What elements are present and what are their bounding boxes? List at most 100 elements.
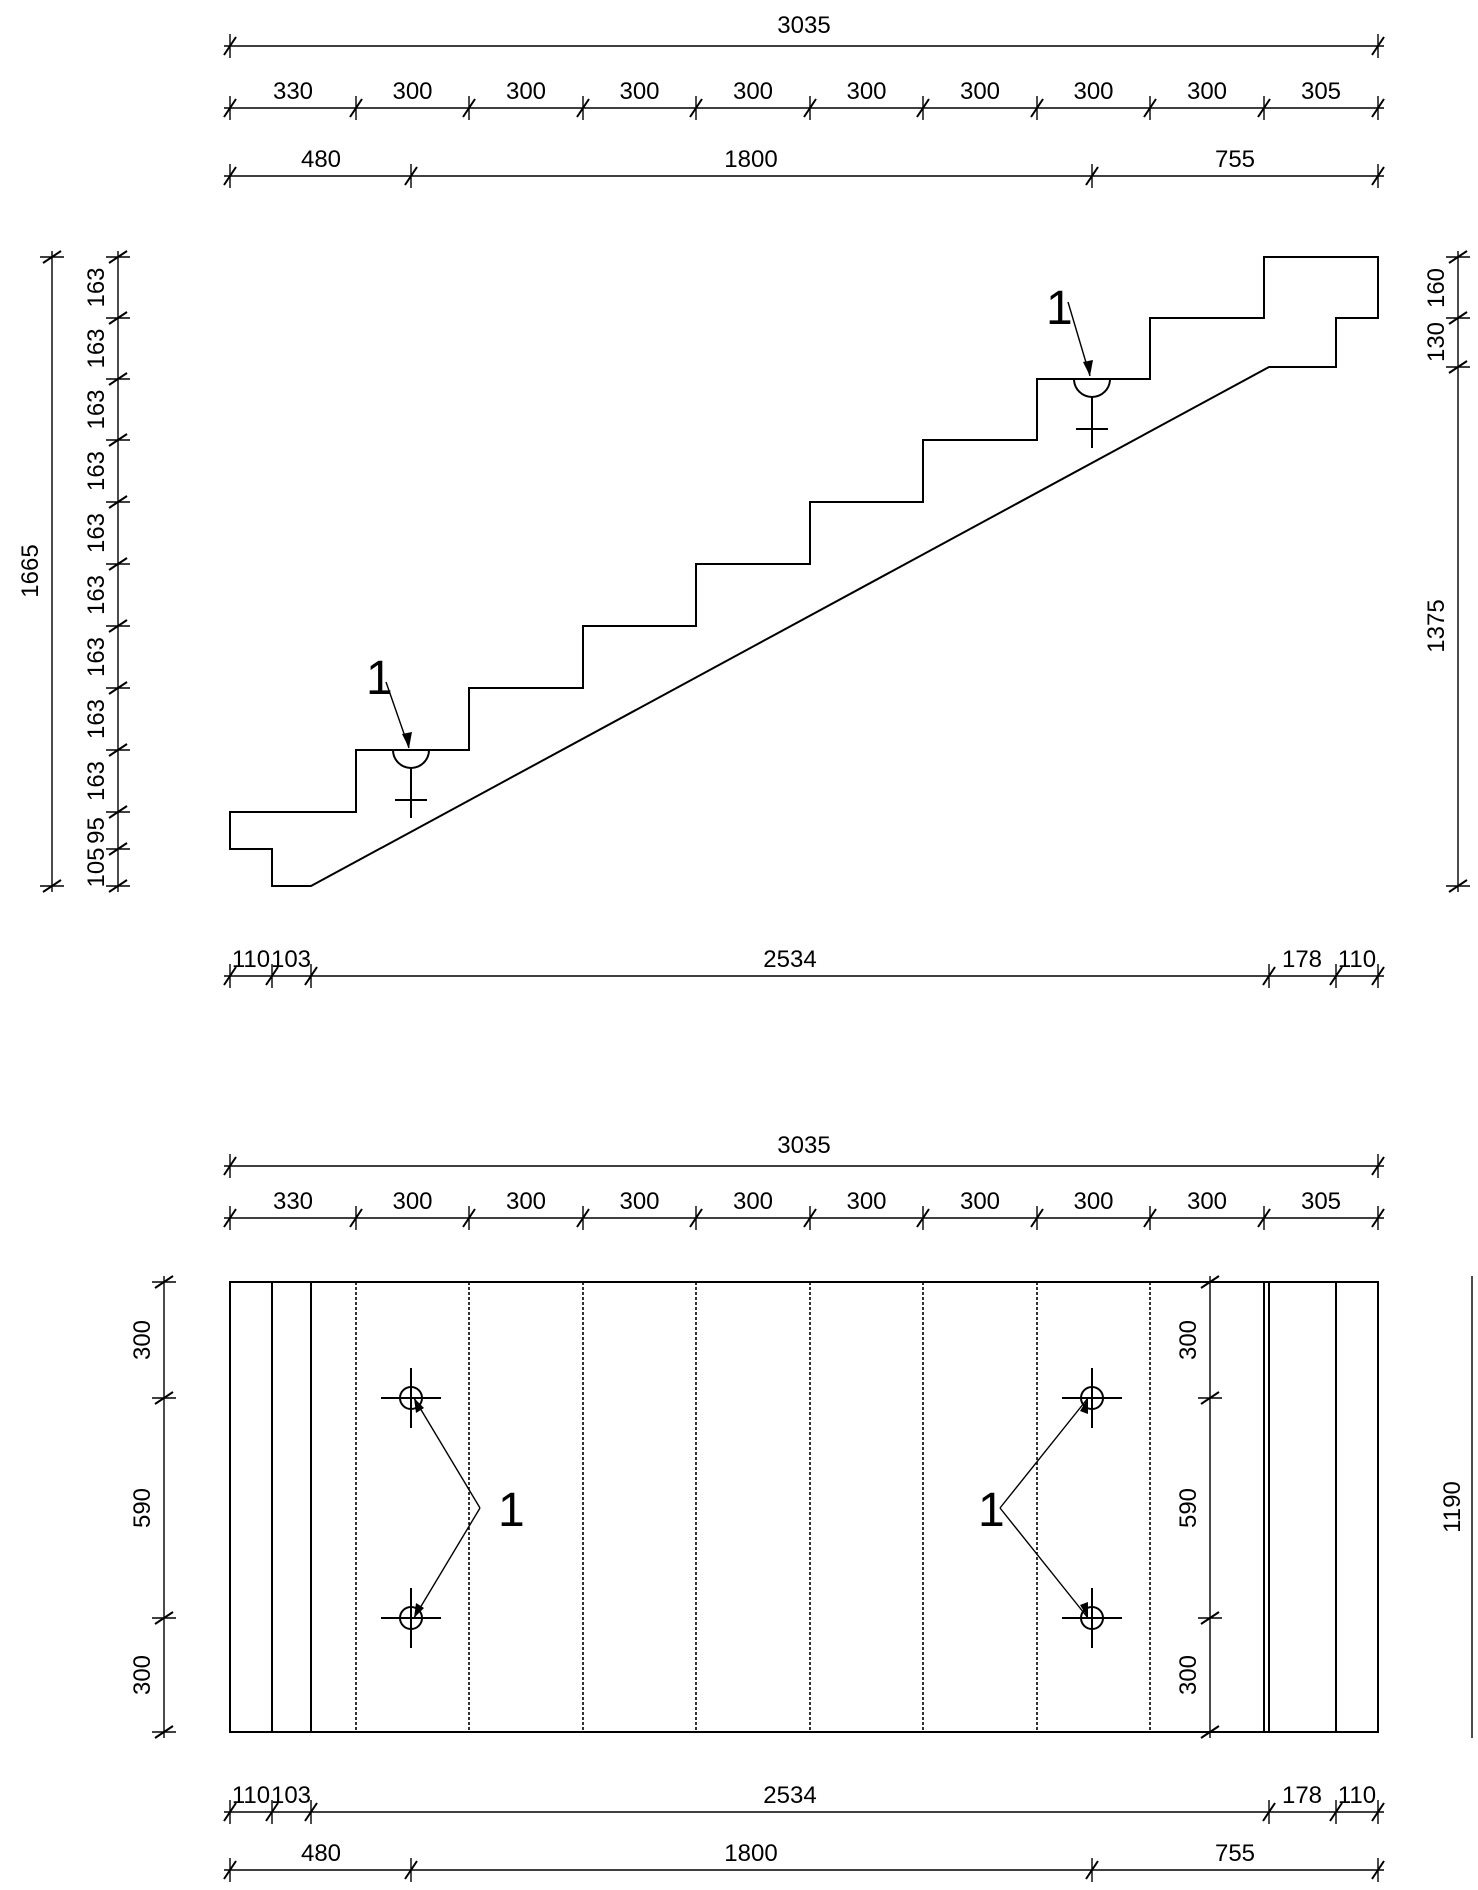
- elev-dim-segments-label: 755: [1215, 146, 1255, 173]
- plan-dim-left-tick: [152, 1391, 176, 1405]
- plan-dim-left-label: 300: [129, 1655, 156, 1695]
- elev-dim-bottom-tick: [265, 964, 279, 988]
- elev-dim-left-risers-label: 163: [83, 637, 110, 677]
- elev-dim-segments-label: 480: [301, 146, 341, 173]
- elev-dim-overall-tick: [1371, 34, 1385, 58]
- elev-dim-left-risers-tick: [106, 619, 130, 633]
- elev-dim-left-risers-tick: [106, 879, 130, 893]
- plan-dim-bottom-tick: [304, 1800, 318, 1824]
- elev-dim-right: 160 130 1375: [1423, 250, 1470, 893]
- elev-dim-segments-tick: [1085, 164, 1099, 188]
- elev-dim-left-risers-tick: [106, 433, 130, 447]
- elev-dim-left-overall-label: 1665: [17, 544, 44, 597]
- plan-dim-treads-tick: [1257, 1206, 1271, 1230]
- elev-dim-left-risers-label: 163: [83, 328, 110, 368]
- plan-dim-bottom-tick: [1371, 1800, 1385, 1824]
- plan-dim-treads-label: 305: [1301, 1188, 1341, 1215]
- elev-dim-left-risers-label: 105: [83, 847, 110, 887]
- plan-anchor-tag-left: 1: [498, 1484, 525, 1537]
- elev-dim-left-risers-label: 163: [83, 699, 110, 739]
- plan-dim-treads-label: 300: [506, 1188, 546, 1215]
- elev-dim-treads-tick: [223, 96, 237, 120]
- plan-dim-left-tick: [152, 1275, 176, 1289]
- plan-dim-treads-label: 300: [1187, 1188, 1227, 1215]
- elev-dim-treads: 330 300 300 300 300 300 300 300 300 305: [223, 78, 1385, 120]
- plan-dim-treads-label: 300: [619, 1188, 659, 1215]
- elev-dim-left-risers-tick: [106, 842, 130, 856]
- elev-dim-segments: 480 1800 755: [223, 146, 1385, 188]
- elev-dim-treads-label: 300: [619, 78, 659, 105]
- plan-outline: [229, 1281, 1379, 1733]
- elev-dim-treads-label: 330: [273, 78, 313, 105]
- plan-anchor-markers: [381, 1368, 1122, 1648]
- plan-dim-bottom-label: 2534: [763, 1782, 816, 1809]
- plan-dim-treads-label: 300: [392, 1188, 432, 1215]
- elev-dim-bottom-label: 110: [1338, 946, 1376, 973]
- elev-dim-right-label: 160: [1423, 268, 1450, 308]
- elev-dim-bottom-tick: [1329, 964, 1343, 988]
- elev-dim-treads-label: 300: [1187, 78, 1227, 105]
- elev-dim-overall-text: 3035: [777, 12, 830, 39]
- plan-dim-overall-label: 3035: [777, 1132, 830, 1159]
- plan-dim-treads-label: 300: [733, 1188, 773, 1215]
- elev-dim-treads-label: 305: [1301, 78, 1341, 105]
- plan-dim-inner-label: 590: [1175, 1488, 1202, 1528]
- plan-dim-bottom-label: 178: [1282, 1782, 1322, 1809]
- plan-dim-treads-tick: [462, 1206, 476, 1230]
- elev-dim-treads-tick: [349, 96, 363, 120]
- elev-dim-treads-tick: [916, 96, 930, 120]
- elev-dim-treads-tick: [803, 96, 817, 120]
- elev-dim-left-risers-tick: [106, 557, 130, 571]
- elev-dim-treads-tick: [1257, 96, 1271, 120]
- elev-dim-bottom-label: 103: [271, 946, 311, 973]
- elev-dim-left-risers-label: 163: [83, 513, 110, 553]
- elev-dim-treads-label: 300: [392, 78, 432, 105]
- plan-dim-inner-label: 300: [1175, 1320, 1202, 1360]
- plan-anchor-symbol: [381, 1588, 441, 1648]
- elev-dim-segments-tick: [404, 164, 418, 188]
- plan-dim-bottom-2-tick: [1085, 1858, 1099, 1882]
- elev-dim-treads-label: 300: [960, 78, 1000, 105]
- elev-dim-right-tick: [1446, 311, 1470, 325]
- elev-dim-left-risers: 163 163 163 163 163 163 163 163 163 95 105: [83, 250, 130, 893]
- plan-dim-treads-tick: [349, 1206, 363, 1230]
- elev-dim-right-tick: [1446, 250, 1470, 264]
- elev-dim-right-tick: [1446, 360, 1470, 374]
- elev-dim-bottom: 110 103 2534 178 110: [223, 946, 1385, 988]
- anchor-marker-2: [1067, 301, 1111, 448]
- elev-dim-left-overall: [40, 250, 64, 893]
- elev-dim-left-risers-label: 163: [83, 389, 110, 429]
- plan-dim-treads-label: 300: [1073, 1188, 1113, 1215]
- elev-dim-left-risers-label: 163: [83, 761, 110, 801]
- plan-dim-treads-label: 300: [960, 1188, 1000, 1215]
- plan-dim-inner-label: 300: [1175, 1655, 1202, 1695]
- elev-dim-left-risers-label: 163: [83, 267, 110, 307]
- plan-dim-bottom-2-label: 1800: [724, 1840, 777, 1867]
- plan-dim-bottom-2-tick: [404, 1858, 418, 1882]
- elev-dim-segments-tick: [1371, 164, 1385, 188]
- plan-dim-bottom-tick: [1262, 1800, 1276, 1824]
- elev-dim-treads-label: 300: [506, 78, 546, 105]
- elev-dim-segments-tick: [223, 164, 237, 188]
- elev-dim-left-risers-label: 163: [83, 575, 110, 615]
- plan-dim-treads-tick: [803, 1206, 817, 1230]
- stair-profile: [229, 256, 1379, 887]
- elev-dim-treads-label: 300: [1073, 78, 1113, 105]
- plan-dim-left-label: 300: [129, 1320, 156, 1360]
- elev-dim-overall-label: 3035: [777, 12, 830, 39]
- plan-dim-treads-tick: [916, 1206, 930, 1230]
- plan-leaders-right: [999, 1397, 1089, 1619]
- elev-dim-right-tick: [1446, 879, 1470, 893]
- plan-dim-treads-tick: [1143, 1206, 1157, 1230]
- elev-dim-left-risers-label: 95: [83, 817, 110, 844]
- plan-anchor-symbol: [1062, 1588, 1122, 1648]
- anchor-tag-1: 1: [366, 652, 393, 705]
- plan-dim-bottom-label: 103: [271, 1782, 311, 1809]
- anchor-tag-2: 1: [1046, 282, 1073, 335]
- elev-dim-treads-tick: [1371, 96, 1385, 120]
- plan-dim-treads-tick: [1371, 1206, 1385, 1230]
- plan-dim-left-label: 590: [129, 1488, 156, 1528]
- plan-dim-inner-tick: [1198, 1611, 1222, 1625]
- plan-dim-bottom-2-label: 755: [1215, 1840, 1255, 1867]
- anchor-marker-1: [385, 681, 430, 818]
